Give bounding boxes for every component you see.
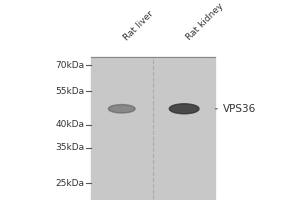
Text: VPS36: VPS36 [215, 104, 256, 114]
Text: Rat kidney: Rat kidney [184, 1, 225, 42]
Text: 35kDa: 35kDa [56, 143, 85, 152]
Text: 40kDa: 40kDa [56, 120, 85, 129]
Text: 70kDa: 70kDa [56, 61, 85, 70]
Ellipse shape [169, 104, 199, 114]
Ellipse shape [108, 105, 135, 113]
Bar [91, 57, 215, 199]
Text: Rat liver: Rat liver [122, 9, 155, 42]
Text: 25kDa: 25kDa [56, 179, 85, 188]
Text: 55kDa: 55kDa [56, 87, 85, 96]
